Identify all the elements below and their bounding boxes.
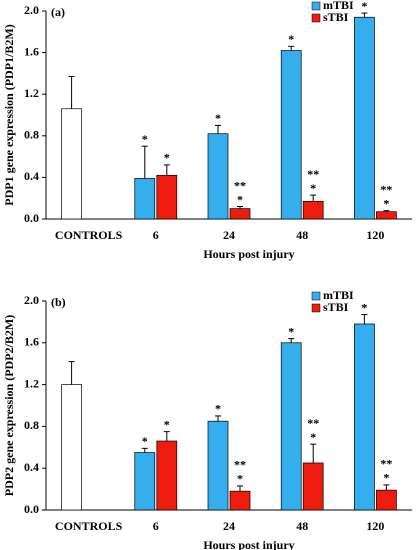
bar	[280, 342, 302, 511]
y-tick-label: 0.8	[24, 418, 39, 432]
x-tick-label: CONTROLS	[55, 228, 123, 242]
significance-marker: *	[164, 151, 170, 165]
y-tick-label: 0.0	[24, 211, 39, 225]
y-tick-label: 0.8	[24, 128, 39, 142]
significance-marker: *	[361, 0, 367, 13]
significance-marker: *	[310, 430, 316, 444]
x-tick-label: 120	[366, 228, 384, 242]
y-tick-label: 1.6	[24, 44, 39, 58]
significance-marker: **	[234, 458, 246, 472]
panel-label: (a)	[51, 5, 65, 19]
significance-marker: **	[307, 416, 319, 430]
x-tick-label: 48	[296, 228, 308, 242]
significance-marker: *	[164, 417, 170, 431]
x-axis-label: Hours post injury	[203, 538, 294, 550]
x-tick-label: 24	[223, 519, 235, 533]
bar	[156, 174, 178, 220]
legend-swatch	[311, 303, 321, 313]
bar	[229, 490, 251, 511]
legend-label: sTBI	[323, 10, 349, 24]
y-tick-label: 0.4	[24, 460, 39, 474]
x-tick-label: 120	[366, 519, 384, 533]
bar	[156, 440, 178, 511]
x-tick-label: 6	[153, 228, 159, 242]
bar	[61, 384, 82, 511]
x-tick-label: CONTROLS	[55, 519, 123, 533]
y-tick-label: 2.0	[24, 293, 39, 307]
significance-marker: *	[383, 196, 389, 210]
bar	[376, 211, 397, 220]
significance-marker: **	[380, 457, 392, 471]
y-axis-label: PDP2 gene expression (PDP2/B2M)	[2, 315, 16, 496]
significance-marker: *	[310, 181, 316, 195]
bar	[207, 133, 229, 220]
significance-marker: *	[142, 132, 148, 146]
bar	[229, 208, 251, 220]
legend-swatch	[311, 13, 321, 23]
x-tick-label: 6	[153, 519, 159, 533]
bar	[302, 462, 324, 511]
significance-marker: *	[215, 111, 221, 125]
y-tick-label: 1.2	[24, 376, 39, 390]
bar	[302, 200, 324, 220]
bar	[280, 50, 302, 220]
bar	[354, 323, 375, 511]
legend-label: mTBI	[323, 0, 354, 12]
x-axis-label: Hours post injury	[203, 247, 294, 261]
legend-swatch	[311, 1, 321, 11]
bar	[134, 452, 156, 511]
x-tick-label: 24	[223, 228, 235, 242]
significance-marker: **	[234, 178, 246, 192]
y-tick-label: 1.2	[24, 86, 39, 100]
significance-marker: *	[215, 402, 221, 416]
legend-label: sTBI	[323, 300, 349, 314]
y-tick-label: 0.4	[24, 169, 39, 183]
significance-marker: *	[288, 324, 294, 338]
panel-label: (b)	[51, 295, 66, 309]
significance-marker: **	[380, 182, 392, 196]
significance-marker: *	[288, 32, 294, 46]
bar	[61, 108, 82, 220]
significance-marker: *	[237, 472, 243, 486]
y-tick-label: 0.0	[24, 502, 39, 516]
significance-marker: *	[361, 300, 367, 314]
significance-marker: *	[142, 434, 148, 448]
bar	[134, 178, 156, 220]
x-tick-label: 48	[296, 519, 308, 533]
y-tick-label: 2.0	[24, 3, 39, 17]
bar	[354, 16, 375, 220]
y-axis-label: PDP1 gene expression (PDP1/B2M)	[2, 24, 16, 205]
significance-marker: **	[307, 167, 319, 181]
bar	[376, 489, 397, 511]
significance-marker: *	[383, 471, 389, 485]
y-tick-label: 1.6	[24, 335, 39, 349]
legend-swatch	[311, 291, 321, 301]
significance-marker: *	[237, 192, 243, 206]
bar	[207, 420, 229, 511]
legend-label: mTBI	[323, 288, 354, 302]
